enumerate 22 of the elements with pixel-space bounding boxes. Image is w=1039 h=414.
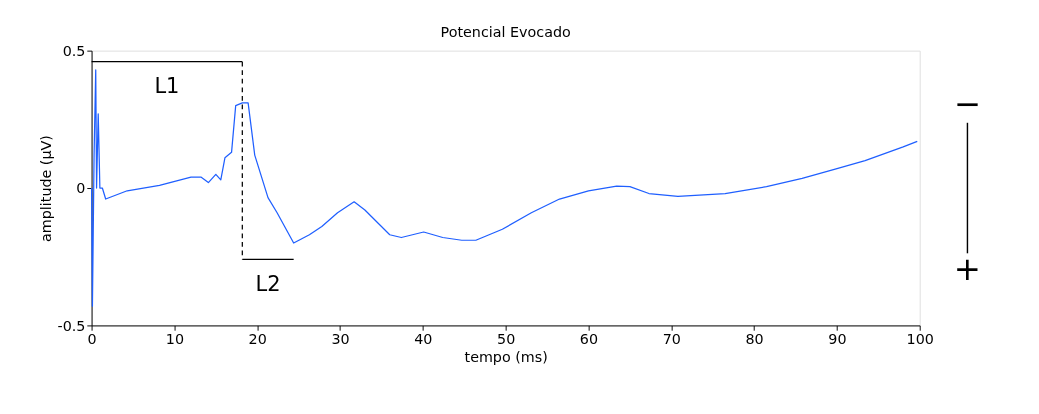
- x-tick-label: 10: [165, 331, 184, 348]
- line-series: [90, 69, 918, 307]
- x-tick-label: 90: [828, 331, 847, 348]
- x-tick-label: 40: [414, 331, 433, 348]
- y-tick-label: 0: [76, 180, 86, 197]
- x-tick-label: 0: [87, 331, 97, 348]
- chart-title: Potencial Evocado: [440, 24, 571, 41]
- x-tick-label: 30: [331, 331, 350, 348]
- y-tick-label: -0.5: [57, 317, 86, 334]
- x-tick-label: 100: [906, 331, 934, 348]
- x-tick-label: 80: [745, 331, 764, 348]
- text: +: [953, 250, 982, 289]
- annotation: L1: [154, 74, 180, 99]
- y-tick-label: 0.5: [62, 42, 86, 59]
- x-tick-label: 70: [662, 331, 681, 348]
- x-tick-label: 50: [497, 331, 516, 348]
- x-axis-title: tempo (ms): [464, 349, 548, 366]
- y-axis-title: amplitude (µV): [37, 135, 54, 242]
- x-tick-label: 20: [248, 331, 267, 348]
- x-tick-label: 60: [579, 331, 599, 348]
- annotation: L2: [255, 271, 281, 296]
- text: −: [953, 85, 982, 124]
